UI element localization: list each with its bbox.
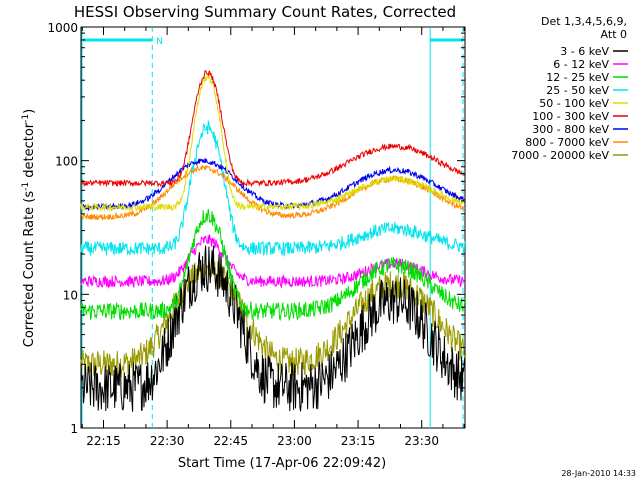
series-line-2 xyxy=(80,234,466,289)
axes: 22:15 22:30 22:45 23:00 23:15 23:30 1 10 100 1000 xyxy=(47,21,465,448)
legend-header-line-2: Att 0 xyxy=(601,28,627,41)
x-tick-label: 23:00 xyxy=(277,434,312,448)
legend-label: 3 - 6 keV xyxy=(560,45,609,58)
y-axis-label: Corrected Count Rate (s-1 detector-1) xyxy=(21,109,37,347)
timestamp: 28-Jan-2010 14:33 xyxy=(561,469,636,478)
legend-label: 100 - 300 keV xyxy=(532,110,609,123)
x-tick-label: 22:15 xyxy=(86,434,121,448)
legend-label: 50 - 100 keV xyxy=(539,97,609,110)
x-tick-label: 23:30 xyxy=(404,434,439,448)
legend-label: 6 - 12 keV xyxy=(553,58,609,71)
night-label: N xyxy=(156,37,163,47)
night-marker: N xyxy=(81,27,464,428)
series-line-7 xyxy=(80,158,466,212)
series-line-8 xyxy=(80,164,466,222)
x-tick-label: 23:15 xyxy=(341,434,376,448)
y-tick-label: 1 xyxy=(70,422,78,436)
y-tick-label: 10 xyxy=(63,288,78,302)
series-line-6 xyxy=(80,70,465,188)
legend-label: 25 - 50 keV xyxy=(546,84,609,97)
y-tick-label: 1000 xyxy=(47,21,78,35)
legend-label: 12 - 25 keV xyxy=(546,71,609,84)
x-axis-label: Start Time (17-Apr-06 22:09:42) xyxy=(178,456,386,471)
legend-label: 800 - 7000 keV xyxy=(525,136,609,149)
series-line-1 xyxy=(80,245,466,412)
legend-label: 300 - 800 keV xyxy=(532,123,609,136)
chart-title: HESSI Observing Summary Count Rates, Cor… xyxy=(74,3,456,21)
series-line-3 xyxy=(80,208,466,322)
series-group xyxy=(80,70,466,412)
y-tick-label: 100 xyxy=(55,155,78,169)
series-line-5 xyxy=(80,72,466,213)
x-tick-label: 22:45 xyxy=(213,434,248,448)
series-line-4 xyxy=(80,119,466,258)
legend-label: 7000 - 20000 keV xyxy=(511,149,609,162)
x-tick-label: 22:30 xyxy=(150,434,185,448)
legend-header-line-1: Det 1,3,4,5,6,9, xyxy=(541,15,627,28)
